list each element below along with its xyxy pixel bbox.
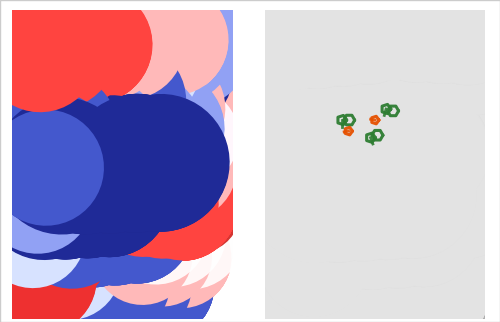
Text: (B): (B) [267, 13, 288, 26]
Text: (A): (A) [14, 13, 36, 26]
